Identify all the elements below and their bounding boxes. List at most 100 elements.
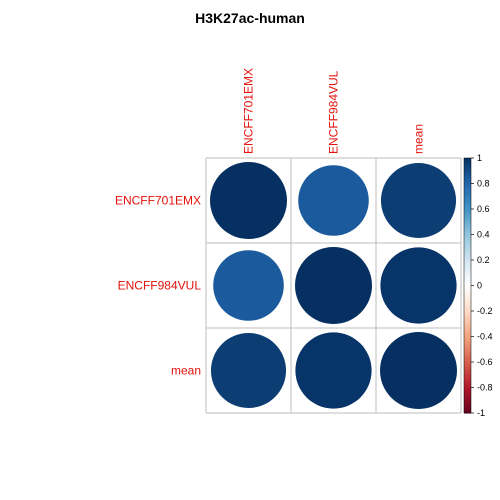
cell-circle-r1-c1 (210, 162, 287, 239)
colorbar-segment (464, 410, 471, 414)
colorbar-segment (464, 295, 471, 299)
colorbar-segment (464, 237, 471, 241)
colorbar-segment (464, 372, 471, 376)
colorbar-segment (464, 260, 471, 264)
colorbar-tick-label: 0.4 (477, 230, 490, 240)
colorbar-segment (464, 346, 471, 350)
colorbar-segment (464, 339, 471, 343)
colorbar-segment (464, 349, 471, 353)
colorbar-segment (464, 219, 471, 223)
colorbar-segment (464, 242, 471, 246)
colorbar-segment (464, 356, 471, 360)
colorbar-segment (464, 229, 471, 233)
colorbar-segment (464, 405, 471, 409)
colorbar-segment (464, 382, 471, 386)
colorbar-segment (464, 333, 471, 337)
colorbar-segment (464, 234, 471, 238)
colorbar-segment (464, 344, 471, 348)
colorbar-segment (464, 341, 471, 345)
colorbar-segment (464, 303, 471, 307)
colorbar-segment (464, 326, 471, 330)
colorbar-segment (464, 165, 471, 169)
colorbar-tick-label: 0.6 (477, 204, 490, 214)
colorbar-segment (464, 201, 471, 205)
colorbar-segment (464, 231, 471, 235)
colorbar-segment (464, 407, 471, 411)
chart-title: H3K27ac-human (195, 10, 305, 26)
cell-circle-r2-c3 (380, 247, 457, 324)
colorbar-segment (464, 247, 471, 251)
colorbar-segment (464, 160, 471, 164)
matrix-grid (205, 157, 462, 414)
colorbar-segment (464, 336, 471, 340)
cell-circle-r3-c1 (210, 332, 287, 409)
colorbar-segment (464, 267, 471, 271)
colorbar-segment (464, 311, 471, 315)
colorbar-segment (464, 397, 471, 401)
colorbar-tick-label: -1 (477, 408, 485, 418)
colorbar-segment (464, 328, 471, 332)
colorbar-tick-label: 1 (477, 153, 482, 163)
colorbar-segment (464, 351, 471, 355)
column-labels: ENCFF701EMX ENCFF984VUL mean (242, 68, 426, 154)
colorbar-segment (464, 163, 471, 167)
colorbar-segment (464, 402, 471, 406)
colorbar-tick-label: -0.8 (477, 383, 493, 393)
colorbar-segment (464, 300, 471, 304)
colorbar-segment (464, 290, 471, 294)
colorbar-segment (464, 367, 471, 371)
colorbar: 1 0.8 0.6 0.4 0.2 0 -0.2 -0.4 -0.6 -0.8 -1 (463, 153, 493, 418)
colorbar-tick-label: 0.2 (477, 255, 490, 265)
colorbar-segment (464, 272, 471, 276)
colorbar-segment (464, 395, 471, 399)
colorbar-segment (464, 173, 471, 177)
colorbar-tick-label: -0.6 (477, 357, 493, 367)
colorbar-segment (464, 313, 471, 317)
row-label-1: ENCFF701EMX (115, 194, 201, 208)
colorbar-segment (464, 180, 471, 184)
colorbar-segment (464, 377, 471, 381)
colorbar-segment (464, 384, 471, 388)
colorbar-segment (464, 285, 471, 289)
colorbar-segment (464, 216, 471, 220)
colorbar-segment (464, 392, 471, 396)
cell-circle-r1-c3 (380, 162, 457, 239)
colorbar-segment (464, 193, 471, 197)
colorbar-segment (464, 277, 471, 281)
colorbar-segment (464, 359, 471, 363)
colorbar-segment (464, 387, 471, 391)
colorbar-segment (464, 254, 471, 258)
colorbar-segment (464, 221, 471, 225)
column-label-1: ENCFF701EMX (242, 68, 256, 154)
colorbar-segment (464, 379, 471, 383)
colorbar-segment (464, 400, 471, 404)
colorbar-segment (464, 198, 471, 202)
colorbar-segment (464, 282, 471, 286)
colorbar-segment (464, 239, 471, 243)
colorbar-segment (464, 288, 471, 292)
cell-circle-r1-c2 (298, 165, 369, 236)
colorbar-segment (464, 331, 471, 335)
colorbar-segment (464, 178, 471, 182)
colorbar-segment (464, 390, 471, 394)
colorbar-segment (464, 209, 471, 213)
colorbar-segment (464, 249, 471, 253)
colorbar-segment (464, 374, 471, 378)
colorbar-segment (464, 308, 471, 312)
row-label-3: mean (171, 364, 201, 378)
cell-circle-r2-c1 (213, 250, 284, 321)
colorbar-segment (464, 275, 471, 279)
cell-circle-r3-c2 (295, 332, 372, 409)
colorbar-segment (464, 203, 471, 207)
colorbar-segment (464, 323, 471, 327)
colorbar-segment (464, 158, 471, 162)
colorbar-segment (464, 186, 471, 190)
cell-circle-r2-c2 (295, 247, 372, 324)
colorbar-segment (464, 196, 471, 200)
colorbar-segment (464, 293, 471, 297)
colorbar-segment (464, 170, 471, 174)
cell-circle-r3-c3 (380, 332, 457, 409)
colorbar-tick-label: -0.4 (477, 332, 493, 342)
colorbar-segment (464, 188, 471, 192)
